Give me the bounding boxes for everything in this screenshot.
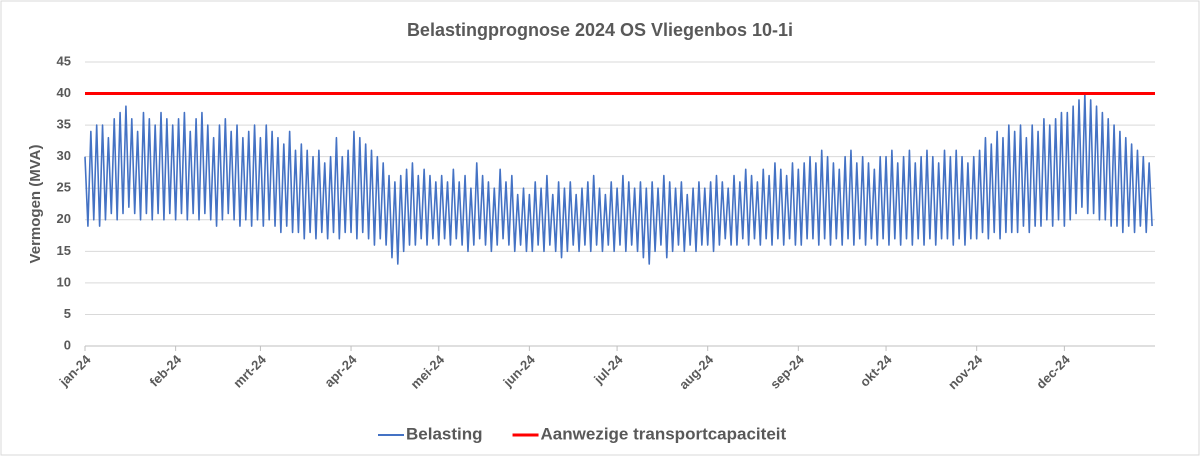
series-line — [84, 92, 1153, 265]
chart-title: Belastingprognose 2024 OS Vliegenbos 10-… — [407, 20, 793, 40]
y-tick-label: 40 — [57, 85, 71, 100]
legend-label: Belasting — [406, 424, 483, 443]
y-tick-label: 15 — [57, 243, 71, 258]
y-tick-label: 30 — [57, 148, 71, 163]
y-tick-label: 10 — [57, 274, 71, 289]
y-tick-label: 20 — [57, 211, 71, 226]
y-tick-label: 25 — [57, 180, 71, 195]
y-tick-label: 45 — [57, 53, 71, 68]
y-tick-label: 5 — [64, 306, 71, 321]
y-axis-label: Vermogen (MVA) — [27, 145, 44, 264]
legend-label: Aanwezige transportcapaciteit — [541, 424, 787, 443]
y-tick-label: 0 — [64, 337, 71, 352]
y-tick-label: 35 — [57, 117, 71, 132]
